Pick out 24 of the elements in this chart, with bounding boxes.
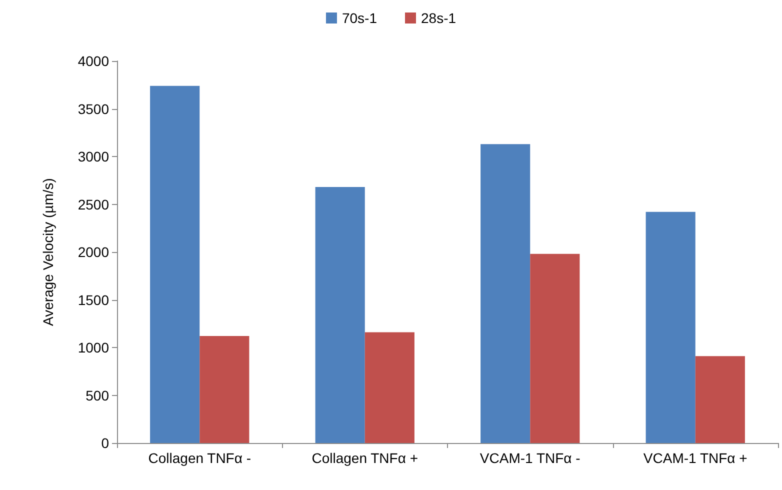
y-tick-label: 4000 — [78, 53, 110, 69]
bar — [200, 336, 250, 443]
bar — [315, 187, 365, 443]
y-tick-label: 1000 — [78, 340, 110, 356]
y-tick-label: 1500 — [78, 292, 110, 308]
y-axis-title: Average Velocity (µm/s) — [40, 178, 56, 326]
y-tick-label: 3000 — [78, 148, 110, 164]
y-tick-label: 0 — [101, 435, 110, 451]
bar — [695, 356, 745, 443]
legend-label: 28s-1 — [421, 10, 456, 26]
legend-label: 70s-1 — [342, 10, 378, 26]
y-tick-label: 500 — [86, 387, 110, 404]
y-tick-label: 2500 — [78, 196, 110, 212]
bar — [530, 254, 580, 443]
y-tick-label: 3500 — [78, 100, 110, 117]
y-tick-label: 2000 — [78, 244, 110, 260]
bar — [646, 212, 696, 443]
x-tick-label: VCAM-1 TNFα - — [480, 450, 581, 466]
x-tick-label: VCAM-1 TNFα + — [643, 450, 748, 466]
bar — [364, 332, 414, 443]
x-tick-label: Collagen TNFα - — [148, 450, 252, 466]
bar — [480, 144, 530, 443]
bar — [150, 86, 200, 443]
x-tick-label: Collagen TNFα + — [312, 450, 418, 466]
